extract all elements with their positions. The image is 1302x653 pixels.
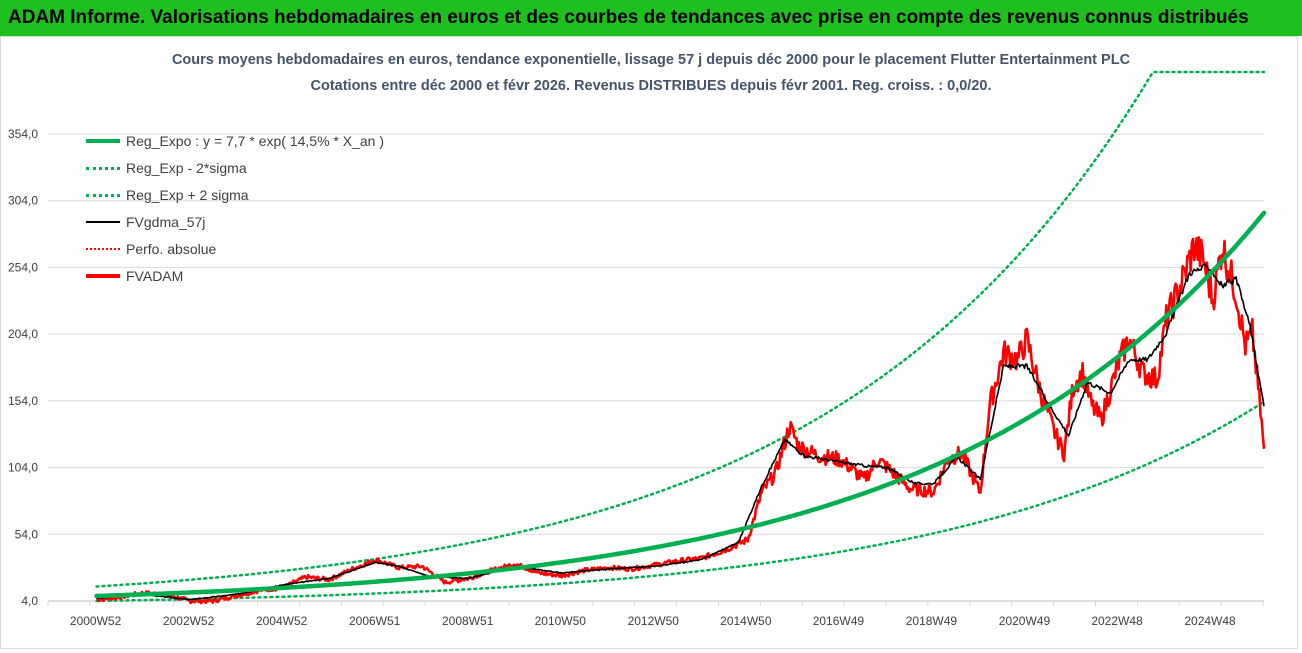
legend-label-reg-expo: Reg_Expo : y = 7,7 * exp( 14,5% * X_an ) (126, 132, 384, 149)
series-reg-exp-minus-2sigma (95, 400, 1266, 603)
legend-swatch-reg-exp-plus (86, 190, 120, 200)
x-tick-label: 2010W50 (535, 614, 587, 628)
x-tick-label: 2006W51 (349, 614, 401, 628)
legend-swatch-fvgdma (86, 217, 120, 227)
x-tick-label: 2024W48 (1184, 614, 1236, 628)
legend-swatch-reg-exp-minus (86, 163, 120, 173)
legend-swatch-perfo-absolue (86, 244, 120, 254)
legend-label-perfo-absolue: Perfo. absolue (126, 240, 217, 257)
chart-title-line-2: Cotations entre déc 2000 et févr 2026. R… (310, 78, 992, 94)
legend-label-fvgdma: FVgdma_57j (126, 213, 206, 230)
x-tick-label: 2000W52 (70, 614, 122, 628)
series-fvadam (96, 236, 1266, 605)
legend-label-reg-exp-minus: Reg_Exp - 2*sigma (126, 159, 247, 176)
series-reg-expo (94, 210, 1267, 599)
legend-item-reg-exp-plus: Reg_Exp + 2 sigma (86, 181, 384, 208)
legend-item-reg-expo: Reg_Expo : y = 7,7 * exp( 14,5% * X_an ) (86, 127, 384, 154)
x-tick-label: 2002W52 (163, 614, 215, 628)
x-tick-label: 2018W49 (906, 614, 958, 628)
y-tick-label: 254,0 (8, 260, 38, 274)
legend-label-fvadam: FVADAM (126, 267, 184, 284)
legend-label-reg-exp-plus: Reg_Exp + 2 sigma (126, 186, 249, 203)
y-tick-label: 304,0 (8, 194, 38, 208)
y-tick-label: 154,0 (8, 394, 38, 408)
x-tick-label: 2012W50 (628, 614, 680, 628)
legend-item-fvgdma: FVgdma_57j (86, 208, 384, 235)
series-reg-exp-plus-2sigma (95, 70, 1266, 588)
legend-swatch-reg-expo (86, 136, 120, 146)
y-tick-label: 204,0 (8, 327, 38, 341)
y-tick-label: 4,0 (21, 594, 38, 608)
x-tick-label: 2020W49 (999, 614, 1051, 628)
report-banner-title: ADAM Informe. Valorisations hebdomadaire… (0, 0, 1302, 36)
x-tick-label: 2008W51 (442, 614, 494, 628)
y-tick-label: 104,0 (8, 461, 38, 475)
chart-legend: Reg_Expo : y = 7,7 * exp( 14,5% * X_an )… (86, 127, 384, 289)
legend-swatch-fvadam (86, 271, 120, 281)
x-tick-label: 2014W50 (720, 614, 772, 628)
series-fvgdma-57j (96, 263, 1265, 601)
legend-item-perfo-absolue: Perfo. absolue (86, 235, 384, 262)
y-tick-label: 54,0 (15, 527, 39, 541)
x-tick-label: 2022W48 (1091, 614, 1143, 628)
legend-item-reg-exp-minus: Reg_Exp - 2*sigma (86, 154, 384, 181)
x-tick-label: 2004W52 (256, 614, 308, 628)
legend-item-fvadam: FVADAM (86, 262, 384, 289)
chart-title-line-1: Cours moyens hebdomadaires en euros, ten… (171, 52, 1131, 68)
y-tick-label: 354,0 (8, 127, 38, 141)
chart-frame (0, 36, 1298, 649)
x-tick-label: 2016W49 (813, 614, 865, 628)
